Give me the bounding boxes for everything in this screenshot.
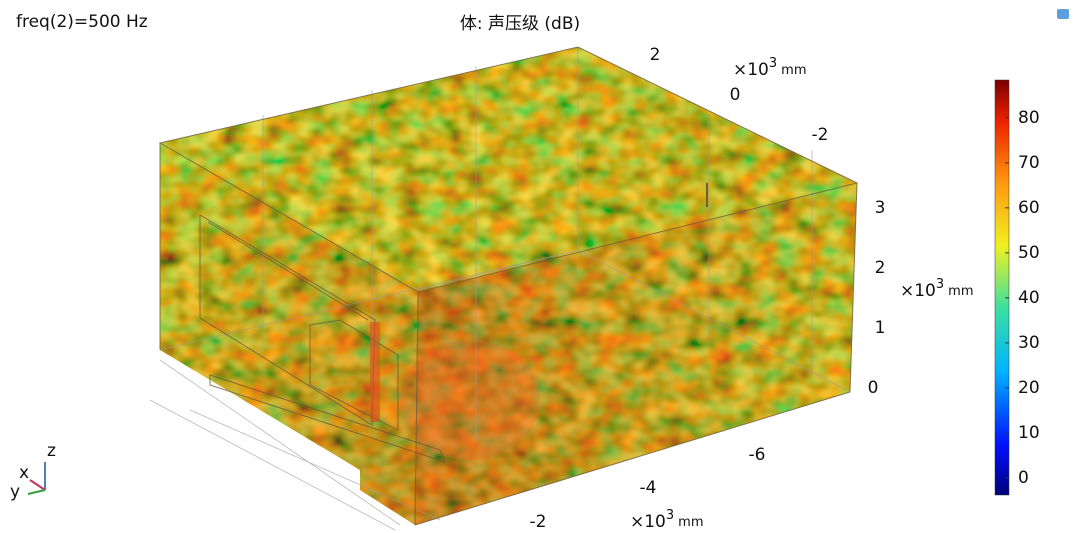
triad-x: x xyxy=(19,463,29,483)
right-face xyxy=(415,183,857,525)
top-face xyxy=(160,47,857,292)
z-tick-label: 1 xyxy=(875,318,886,338)
z-tick-label: 0 xyxy=(868,378,879,398)
geometry xyxy=(149,46,859,531)
parameter-label: freq(2)=500 Hz xyxy=(16,12,148,32)
colorbar-label: 50 xyxy=(1018,243,1040,263)
left-face xyxy=(160,143,418,525)
colorbar-label: 30 xyxy=(1018,333,1040,353)
x-tick-label: -4 xyxy=(640,478,657,498)
triad xyxy=(27,462,46,495)
triad-y: y xyxy=(10,482,20,502)
y-unit-label: ×103 mm xyxy=(733,56,807,81)
unit-name: mm xyxy=(678,515,703,530)
x-unit-label: ×103 mm xyxy=(630,508,704,533)
unit-name: mm xyxy=(781,63,806,78)
unit-exponent: 3 xyxy=(666,508,674,523)
y-tick-label: 0 xyxy=(730,85,741,105)
z-tick-label: 3 xyxy=(875,198,886,218)
triad-z: z xyxy=(47,441,56,461)
unit-prefix: ×10 xyxy=(900,281,936,301)
panel-edge xyxy=(370,322,380,422)
colorbar-label: 80 xyxy=(1018,108,1040,128)
colorbar-label: 10 xyxy=(1018,423,1040,443)
unit-prefix: ×10 xyxy=(630,512,666,532)
hot-spot xyxy=(400,340,540,460)
unit-exponent: 3 xyxy=(769,56,777,71)
colorbar-label: 0 xyxy=(1018,468,1029,488)
x-tick-label: -6 xyxy=(749,445,766,465)
unit-prefix: ×10 xyxy=(733,60,769,80)
x-tick-label: -2 xyxy=(530,512,547,532)
colorbar xyxy=(994,79,1010,496)
unit-name: mm xyxy=(948,284,973,299)
y-tick-label: -2 xyxy=(812,125,829,145)
colorbar-label: 60 xyxy=(1018,198,1040,218)
window-icon[interactable] xyxy=(1057,9,1069,19)
colorbar-label: 40 xyxy=(1018,288,1040,308)
z-unit-label: ×103 mm xyxy=(900,277,974,302)
z-tick-label: 2 xyxy=(875,258,886,278)
unit-exponent: 3 xyxy=(936,277,944,292)
y-tick-label: 2 xyxy=(650,45,661,65)
plot-title: 体: 声压级 (dB) xyxy=(460,14,580,34)
colorbar-label: 20 xyxy=(1018,378,1040,398)
colorbar-label: 70 xyxy=(1018,153,1040,173)
